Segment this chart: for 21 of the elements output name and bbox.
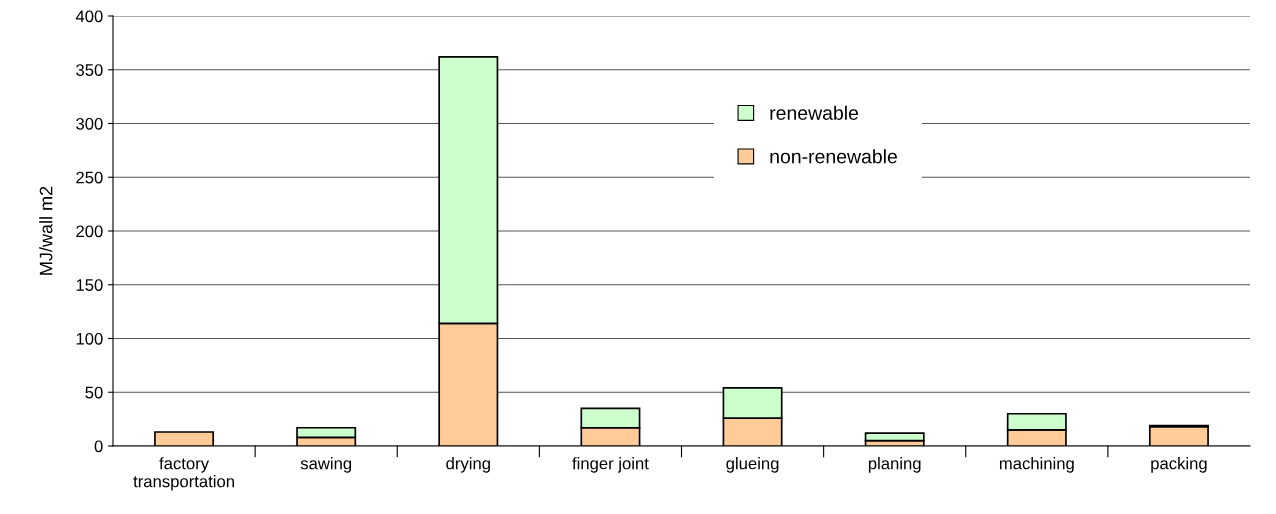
bar (864, 432, 925, 442)
x-tick-label: machining (999, 457, 1074, 473)
y-tick-label: 0 (94, 440, 103, 453)
x-tick-label: planing (868, 457, 921, 473)
x-tick-label: factory transportation (133, 457, 234, 491)
x-tick-label: sawing (300, 457, 352, 473)
legend-label: renewable (770, 105, 859, 120)
x-tick-label: packing (1151, 457, 1207, 473)
y-tick-label: 150 (76, 279, 103, 291)
y-tick-label: 250 (76, 171, 103, 184)
y-tick-label: 200 (76, 225, 103, 238)
y-tick-label: 300 (76, 117, 103, 130)
x-tick-label: drying (446, 457, 490, 473)
y-tick-label: 400 (75, 10, 103, 23)
y-tick-label: 350 (76, 64, 103, 76)
x-tick-label: glueing (726, 457, 779, 473)
x-tick-label: finger joint (572, 457, 649, 473)
legend-label: non-renewable (770, 149, 897, 164)
y-tick-label: 100 (76, 332, 103, 345)
y-tick-label: 50 (85, 386, 103, 399)
y-axis-title: MJ/wall m2 (39, 186, 53, 275)
